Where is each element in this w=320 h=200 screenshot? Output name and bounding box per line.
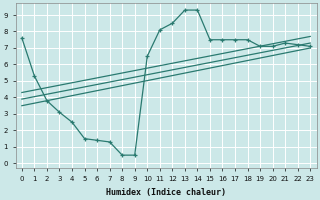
X-axis label: Humidex (Indice chaleur): Humidex (Indice chaleur): [106, 188, 226, 197]
